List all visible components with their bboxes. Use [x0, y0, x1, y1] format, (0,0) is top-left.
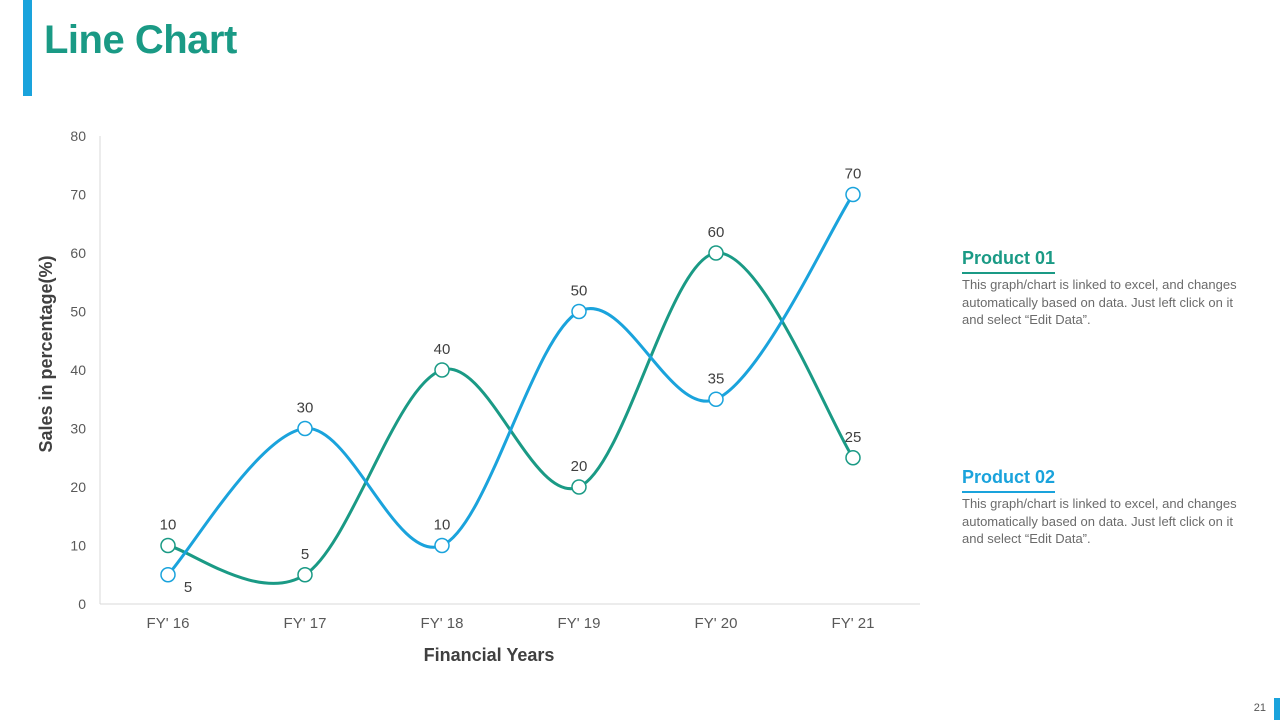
page-number-accent [1274, 698, 1280, 720]
legend-description-product-02: This graph/chart is linked to excel, and… [962, 496, 1237, 546]
data-label-series-1: 20 [571, 458, 588, 475]
y-tick-label: 0 [78, 596, 86, 612]
data-point-series-1 [434, 362, 450, 378]
x-axis-title: Financial Years [424, 645, 555, 665]
page-title: Line Chart [44, 18, 237, 62]
data-point-series-2 [434, 537, 450, 554]
data-label-series-2: 50 [571, 283, 588, 300]
legend-block-product-01: Product 01 This graph/chart is linked to… [962, 248, 1252, 329]
y-tick-label: 20 [70, 479, 86, 495]
x-tick-label: FY' 21 [832, 615, 875, 632]
data-label-series-2: 10 [434, 517, 451, 534]
y-tick-label: 60 [70, 245, 86, 261]
page-number: 21 [1253, 702, 1266, 714]
y-tick-label: 40 [70, 362, 86, 378]
x-tick-label: FY' 16 [147, 615, 190, 632]
y-axis-title: Sales in percentage(%) [36, 255, 56, 452]
y-tick-label: 50 [70, 304, 86, 320]
data-point-series-1 [160, 537, 176, 554]
data-label-series-1: 40 [434, 341, 451, 358]
data-label-series-2: 70 [845, 166, 862, 183]
x-tick-label: FY' 18 [421, 615, 464, 632]
data-label-series-1: 60 [708, 224, 725, 241]
data-label-series-2: 30 [297, 400, 314, 417]
series-line-2 [166, 193, 855, 577]
data-point-series-2 [571, 303, 587, 320]
data-point-series-2 [160, 567, 176, 583]
data-label-series-1: 25 [845, 429, 862, 446]
y-tick-label: 80 [70, 128, 86, 144]
data-point-series-2 [708, 391, 724, 407]
data-point-series-1 [845, 450, 861, 466]
data-point-series-2 [297, 420, 313, 437]
legend-description-product-01: This graph/chart is linked to excel, and… [962, 277, 1237, 327]
data-point-series-1 [708, 245, 724, 261]
y-tick-label: 10 [70, 538, 86, 554]
y-tick-label: 30 [70, 421, 86, 437]
series-line-1 [166, 251, 855, 585]
x-tick-label: FY' 17 [284, 615, 327, 632]
legend-block-product-02: Product 02 This graph/chart is linked to… [962, 467, 1252, 548]
x-tick-label: FY' 20 [695, 615, 738, 632]
data-label-series-1: 5 [301, 546, 309, 563]
legend-title-product-01: Product 01 [962, 248, 1056, 274]
data-label-series-2: 5 [184, 579, 192, 596]
data-point-series-1 [297, 567, 313, 583]
title-accent-bar [23, 0, 32, 96]
y-tick-label: 70 [70, 187, 86, 203]
data-label-series-2: 35 [708, 370, 725, 387]
data-point-series-1 [571, 479, 587, 495]
x-tick-label: FY' 19 [558, 615, 601, 632]
legend-title-product-02: Product 02 [962, 467, 1056, 493]
data-point-series-2 [845, 186, 861, 203]
data-label-series-1: 10 [160, 517, 177, 534]
